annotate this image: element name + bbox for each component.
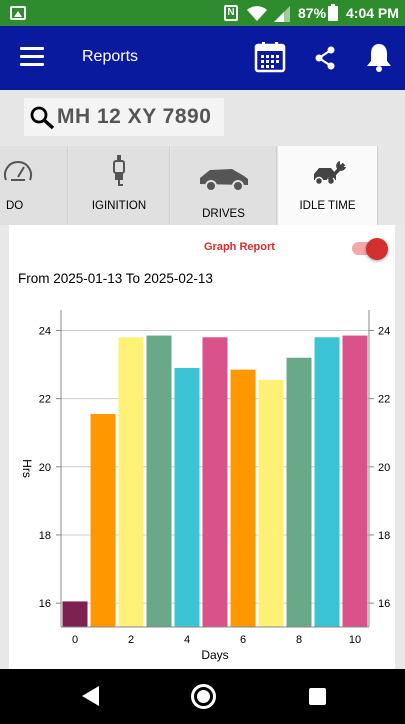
graph-report-label: Graph Report (204, 241, 275, 253)
bar (230, 369, 256, 627)
y-tick-label: 22 (39, 394, 51, 406)
car-icon (200, 169, 248, 192)
spark-plug-icon (113, 155, 125, 186)
vehicle-number: MH 12 XY 7890 (57, 105, 212, 128)
calendar-icon[interactable] (254, 41, 286, 73)
report-card: Graph Report From 2025-01-13 To 2025-02-… (9, 225, 395, 669)
bar (286, 357, 312, 627)
vehicle-search[interactable]: MH 12 XY 7890 (24, 98, 224, 136)
share-icon[interactable] (313, 46, 337, 70)
bar (118, 337, 144, 627)
bar (202, 337, 228, 627)
tab-idle-time[interactable]: IDLE TIME (278, 146, 378, 225)
y-tick-label: 20 (39, 462, 51, 474)
tab-ignition[interactable]: IGINITION (69, 146, 170, 225)
car-wrench-icon (314, 161, 346, 186)
clock: 4:04 PM (346, 5, 399, 21)
battery-icon (328, 4, 338, 21)
y-tick-label: 24 (39, 325, 51, 337)
bar (314, 337, 340, 627)
battery-percentage: 87% (298, 5, 327, 21)
bell-icon[interactable] (366, 42, 392, 72)
app-bar: Reports (0, 26, 405, 90)
y-tick-label-right: 22 (378, 394, 390, 406)
y-tick-label-right: 16 (378, 598, 390, 610)
bar (90, 413, 116, 627)
graph-report-toggle[interactable] (352, 238, 388, 260)
x-axis-label: Days (201, 648, 228, 662)
y-axis-label: Hrs (20, 459, 34, 478)
y-tick-label-right: 18 (378, 530, 390, 542)
date-range: From 2025-01-13 To 2025-02-13 (18, 271, 213, 286)
home-icon[interactable] (191, 684, 216, 709)
bar (62, 601, 88, 627)
speedometer-icon (4, 161, 32, 181)
y-tick-label-right: 20 (378, 462, 390, 474)
x-tick-label: 10 (349, 634, 361, 646)
signal-icon (274, 6, 290, 22)
search-row: MH 12 XY 7890 (0, 90, 405, 145)
x-tick-label: 2 (128, 634, 134, 646)
x-tick-label: 8 (296, 634, 302, 646)
bar (342, 335, 368, 627)
tab-drives[interactable]: DRIVES (171, 146, 277, 225)
tab-ignition-label: IGINITION (91, 200, 147, 212)
x-tick-label: 6 (240, 634, 246, 646)
x-tick-label: 0 (72, 634, 78, 646)
tab-idle-time-label: IDLE TIME (299, 200, 356, 212)
bar (258, 379, 284, 627)
recents-icon[interactable] (309, 688, 326, 705)
page-title: Reports (82, 48, 139, 65)
bar (174, 367, 200, 627)
back-icon[interactable] (82, 686, 99, 706)
report-tabs: DO IGINITION DRIVES (0, 146, 405, 225)
y-tick-label-right: 24 (378, 325, 390, 337)
search-icon (30, 106, 55, 130)
bar (146, 335, 172, 627)
system-nav-bar (0, 669, 405, 724)
x-tick-label: 4 (184, 634, 190, 646)
status-bar: N 87% 4:04 PM (0, 0, 405, 26)
tab-odo-label: DO (6, 200, 24, 212)
tab-odo[interactable]: DO (0, 146, 68, 225)
y-tick-label: 16 (39, 598, 51, 610)
gallery-icon (10, 6, 26, 20)
menu-icon[interactable] (20, 47, 44, 67)
nfc-icon: N (224, 5, 238, 21)
wifi-icon (247, 6, 267, 21)
y-tick-label: 18 (39, 530, 51, 542)
tab-drives-label: DRIVES (202, 208, 245, 220)
toggle-thumb (366, 238, 388, 260)
